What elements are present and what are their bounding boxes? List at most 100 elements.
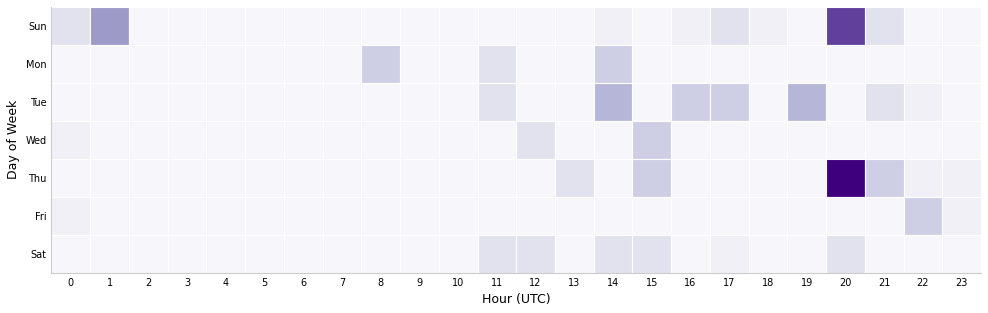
Bar (594, 197, 632, 235)
Bar (904, 7, 943, 45)
Bar (206, 197, 245, 235)
Bar (129, 121, 168, 159)
Bar (632, 7, 671, 45)
Bar (400, 83, 439, 121)
Bar (400, 45, 439, 83)
Bar (749, 121, 787, 159)
Bar (51, 159, 90, 197)
Bar (826, 235, 864, 273)
Bar (594, 45, 632, 83)
Bar (749, 159, 787, 197)
Bar (749, 7, 787, 45)
Bar (555, 197, 594, 235)
Bar (710, 159, 749, 197)
Bar (284, 45, 323, 83)
Bar (710, 7, 749, 45)
Bar (362, 121, 400, 159)
Bar (594, 235, 632, 273)
Bar (517, 235, 555, 273)
Bar (477, 45, 517, 83)
Bar (787, 45, 826, 83)
Bar (943, 45, 981, 83)
Bar (284, 121, 323, 159)
Bar (129, 83, 168, 121)
Bar (323, 235, 362, 273)
Bar (632, 159, 671, 197)
Bar (671, 83, 710, 121)
Bar (943, 7, 981, 45)
Bar (787, 121, 826, 159)
Bar (749, 45, 787, 83)
Bar (671, 45, 710, 83)
Bar (51, 197, 90, 235)
Bar (245, 159, 284, 197)
Bar (439, 159, 477, 197)
Bar (362, 83, 400, 121)
Bar (90, 235, 129, 273)
Bar (284, 7, 323, 45)
Bar (904, 83, 943, 121)
Bar (168, 45, 206, 83)
Bar (439, 197, 477, 235)
Bar (439, 7, 477, 45)
Bar (671, 121, 710, 159)
Bar (477, 7, 517, 45)
Bar (477, 121, 517, 159)
Bar (51, 7, 90, 45)
Bar (594, 83, 632, 121)
Bar (90, 7, 129, 45)
Bar (477, 197, 517, 235)
Y-axis label: Day of Week: Day of Week (7, 100, 20, 179)
Bar (904, 159, 943, 197)
Bar (710, 121, 749, 159)
Bar (51, 83, 90, 121)
Bar (594, 121, 632, 159)
Bar (864, 235, 904, 273)
Bar (826, 197, 864, 235)
Bar (129, 197, 168, 235)
Bar (168, 83, 206, 121)
Bar (129, 235, 168, 273)
Bar (632, 235, 671, 273)
Bar (749, 235, 787, 273)
Bar (477, 235, 517, 273)
Bar (206, 83, 245, 121)
Bar (710, 197, 749, 235)
Bar (206, 121, 245, 159)
Bar (400, 235, 439, 273)
Bar (826, 159, 864, 197)
Bar (206, 159, 245, 197)
Bar (323, 159, 362, 197)
Bar (168, 159, 206, 197)
Bar (51, 235, 90, 273)
Bar (400, 159, 439, 197)
Bar (129, 159, 168, 197)
Bar (517, 45, 555, 83)
Bar (439, 121, 477, 159)
Bar (517, 197, 555, 235)
Bar (632, 121, 671, 159)
Bar (787, 7, 826, 45)
Bar (826, 45, 864, 83)
Bar (323, 197, 362, 235)
Bar (129, 45, 168, 83)
Bar (710, 83, 749, 121)
Bar (51, 121, 90, 159)
Bar (90, 121, 129, 159)
Bar (362, 7, 400, 45)
Bar (632, 197, 671, 235)
Bar (671, 7, 710, 45)
Bar (864, 83, 904, 121)
Bar (632, 83, 671, 121)
Bar (710, 235, 749, 273)
Bar (671, 197, 710, 235)
Bar (477, 83, 517, 121)
Bar (904, 235, 943, 273)
Bar (787, 159, 826, 197)
Bar (864, 121, 904, 159)
Bar (555, 159, 594, 197)
Bar (51, 45, 90, 83)
Bar (787, 235, 826, 273)
Bar (90, 197, 129, 235)
Bar (245, 7, 284, 45)
